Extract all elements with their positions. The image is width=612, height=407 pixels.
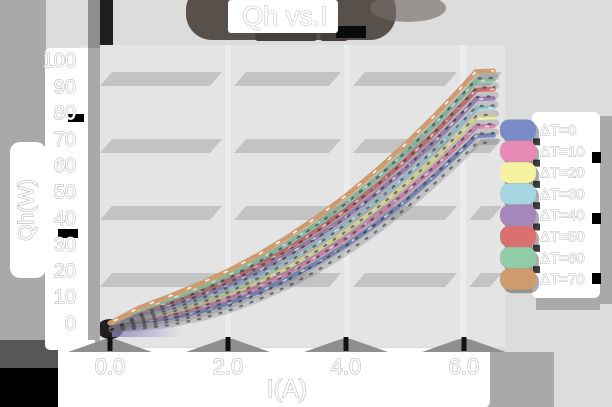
legend-swatch [500, 183, 536, 205]
gridline-band [353, 273, 457, 287]
curve-ΔT=30 [107, 105, 496, 326]
y-axis-label: Qh(W) [15, 179, 38, 241]
legend-sticker [532, 112, 600, 298]
legend-bottom-shadow [536, 296, 600, 310]
ytick-label: 100 [43, 50, 76, 72]
y-axis-ticks: 0 10 20 30 40 50 60 70 80 90 100 [42, 49, 76, 335]
legend-label: ΔT=0 [540, 122, 576, 139]
gridline-band [100, 273, 222, 287]
title-shadow-tail [370, 0, 446, 22]
title-sticker [228, 0, 338, 33]
title-ghost-smudge [255, 33, 317, 41]
origin-fade-streak [112, 325, 182, 337]
legend-swatch-smudge [533, 138, 540, 146]
legend-swatch [500, 204, 536, 226]
ytick-label: 70 [54, 129, 76, 151]
legend-swatch [500, 140, 536, 162]
ytick-label: 30 [54, 234, 76, 256]
ytick-mark-smudge [58, 229, 78, 238]
curve-ΔT=0 [107, 132, 496, 326]
legend-label: ΔT=50 [540, 229, 585, 246]
legend-label: ΔT=70 [540, 271, 585, 288]
legend-swatch-smudge [533, 266, 540, 274]
legend-label: ΔT=20 [540, 165, 585, 182]
curve-shadow-ΔT=0 [108, 137, 499, 333]
xtick-panel [78, 348, 490, 407]
xtick-label: 2.0 [213, 354, 244, 379]
legend-swatch [500, 119, 536, 141]
ytick-panel-edge-shadow [88, 48, 100, 350]
legend-swatch-smudge [533, 202, 540, 210]
gridline-band [100, 72, 222, 86]
xtick-mark [225, 337, 231, 351]
curve-whitedash-ΔT=20 [109, 115, 495, 324]
ytick-label: 80 [54, 103, 76, 125]
curve-shadow-ΔT=50 [108, 91, 499, 333]
legend: ΔT=0 ΔT=10 ΔT=20 ΔT=30 ΔT=40 ΔT=50 ΔT=60 ΔT=70 [500, 119, 585, 294]
gridline-band [353, 72, 457, 86]
chart-title: Qh vs.I [242, 1, 328, 31]
gridline-band [100, 139, 222, 153]
gridline-band [469, 206, 502, 220]
ytick-label: 60 [54, 155, 76, 177]
ytick-label: 90 [54, 76, 76, 98]
xtick-mark [107, 337, 113, 351]
panel-top-shadow [88, 0, 100, 48]
legend-swatch-smudge [533, 159, 540, 167]
gridline-band [469, 139, 502, 153]
legend-edge-smudge [592, 152, 601, 163]
legend-swatch [500, 247, 536, 269]
corner-black-shadow [0, 368, 62, 407]
legend-label: ΔT=30 [540, 186, 585, 203]
plot-area [80, 45, 505, 347]
panel-top-dark-bar [100, 0, 113, 45]
gridline-band [100, 206, 222, 220]
legend-edge-smudge [592, 213, 601, 224]
legend-swatch [500, 268, 536, 290]
legend-label: ΔT=40 [540, 207, 585, 224]
ytick-label: 20 [54, 260, 76, 282]
curve-ΔT=70 [107, 68, 496, 326]
x-axis-label: I(A) [267, 375, 307, 403]
vertical-gridline [225, 45, 231, 347]
gridline-band [469, 273, 502, 287]
ytick-panel [45, 48, 91, 350]
curve-hatch-ΔT=10 [109, 131, 496, 332]
ytick-label: 10 [54, 287, 76, 309]
curve-shadow-ΔT=30 [108, 110, 499, 333]
legend-right-shadow [598, 116, 612, 304]
ytick-label: 50 [54, 182, 76, 204]
vertical-gridline [460, 45, 466, 347]
curve-series-group [107, 68, 499, 333]
xtick-label: 0.0 [95, 354, 126, 379]
curve-ΔT=50 [107, 86, 496, 326]
xtick-label: 4.0 [331, 354, 362, 379]
xtick-mark [461, 337, 467, 351]
curve-hatch-ΔT=50 [109, 95, 496, 332]
x-axis-ticks: 0.0 2.0 4.0 6.0 [68, 337, 506, 380]
xtick-mark [343, 337, 349, 351]
curve-hatch-ΔT=70 [109, 76, 496, 332]
legend-swatch [500, 162, 536, 184]
legend-edge-smudge [592, 273, 601, 284]
legend-swatch-smudge [533, 180, 540, 188]
ytick-label: 40 [54, 208, 76, 230]
curve-hatch-ΔT=20 [109, 122, 496, 332]
ytick-label: 0 [65, 313, 76, 335]
legend-label: ΔT=60 [540, 250, 585, 267]
legend-swatch-smudge [533, 244, 540, 252]
xtick-label: 6.0 [449, 354, 480, 379]
xpanel-right-shadow [488, 352, 554, 407]
legend-swatch [500, 226, 536, 247]
legend-label: ΔT=10 [540, 143, 585, 160]
legend-swatch-smudge [533, 223, 540, 231]
curve-hatch-ΔT=30 [109, 113, 496, 332]
title-black-smudge [336, 26, 366, 38]
gridline-band [234, 72, 341, 86]
ylabel-sticker [10, 142, 46, 278]
gridline-band [234, 139, 341, 153]
ytick-mark-smudge [68, 114, 84, 122]
